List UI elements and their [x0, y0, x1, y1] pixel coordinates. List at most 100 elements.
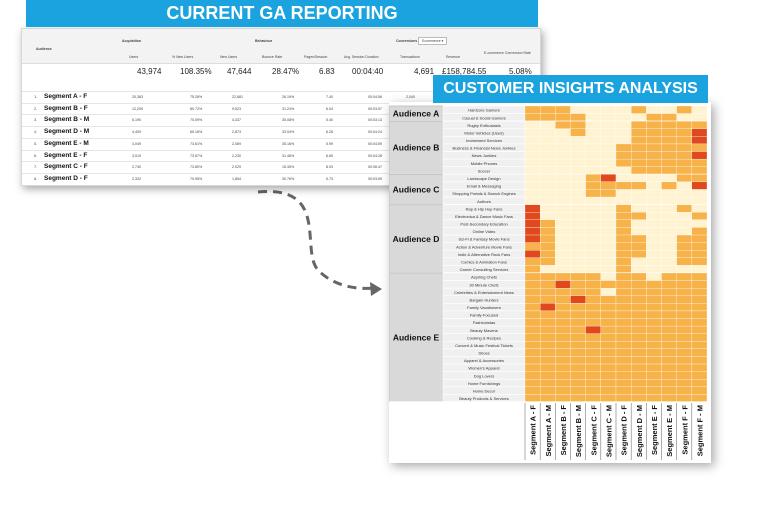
heatmap-cell: [615, 394, 632, 403]
heatmap-cell: [555, 166, 571, 175]
row-label: Family-Focused: [470, 313, 498, 318]
row-label: Home Decor: [473, 389, 496, 394]
heatmap-cell: [615, 265, 632, 274]
row-bounce-rate: 15.35%: [282, 165, 295, 170]
heatmap-cell: [631, 143, 647, 152]
heatmap-cell: [524, 341, 541, 350]
row-segment-name[interactable]: Segment B - F: [44, 104, 88, 112]
col-header-new-users-pct[interactable]: % New Users: [172, 55, 194, 59]
heatmap-cell: [646, 288, 662, 296]
row-users: 2,332: [132, 176, 141, 181]
heatmap-cell: [524, 295, 541, 304]
heatmap-cell: [524, 136, 541, 145]
heatmap-cell: [631, 196, 647, 205]
row-segment-name[interactable]: Segment C - F: [44, 163, 88, 171]
column-label: Segment A - M: [544, 405, 553, 457]
row-segment-name[interactable]: Segment D - F: [44, 174, 88, 182]
heatmap-cell: [570, 348, 586, 357]
col-header-revenue[interactable]: Revenue: [446, 55, 461, 59]
ga-table-row[interactable]: 5. Segment E - M 3,049 73.61% 2,069 35.16% 5.9…: [22, 137, 540, 151]
col-header-users[interactable]: Users: [129, 55, 139, 59]
col-header-avg-session-duration[interactable]: Avg. Session Duration: [344, 55, 379, 59]
heatmap-chart: Audience A Hardcore Gamers Casual & Social…: [389, 102, 711, 463]
heatmap-cell: [676, 394, 692, 403]
col-header-conversion-rate[interactable]: E-commerce Conversion Rate: [484, 51, 531, 55]
row-segment-name[interactable]: Segment E - F: [44, 151, 88, 159]
heatmap-cell: [555, 174, 571, 183]
ga-table-row[interactable]: 2. Segment B - F 12,209 80.72% 9,523 31.24% 6.…: [22, 102, 540, 116]
heatmap-cell: [600, 265, 617, 274]
row-label: Shoes: [478, 351, 489, 356]
ga-table-row[interactable]: 3. Segment B - M 6,190 70.09% 4,337 35.08% 5.4…: [22, 114, 540, 127]
row-segment-name[interactable]: Segment D - M: [44, 128, 90, 136]
heatmap-cell: [540, 257, 556, 266]
row-label: Online Video: [473, 229, 497, 234]
heatmap-cell: [691, 151, 708, 160]
heatmap-cell: [661, 303, 677, 312]
row-label: Home Furnishings: [468, 381, 500, 386]
heatmap-cell: [540, 250, 556, 258]
row-label: 30 Minute Chefs: [469, 282, 498, 287]
ga-table-row[interactable]: 6. Segment E - F 3,019 73.87% 2,230 31.46% 6.6…: [22, 149, 540, 163]
heatmap-cell: [631, 257, 647, 266]
heatmap-cell: [676, 341, 692, 350]
heatmap-cell: [585, 121, 601, 129]
heatmap-cell: [524, 121, 541, 129]
ga-table-row[interactable]: 8. Segment D - F 2,332 79.95% 1,854 30.76% 5.7…: [22, 172, 540, 185]
heatmap-cell: [631, 128, 647, 137]
heatmap-cell: [524, 394, 541, 403]
heatmap-cell: [570, 105, 586, 114]
row-pages-session: 8.93: [326, 165, 333, 170]
conversions-select[interactable]: Ecommerce ▾: [418, 37, 448, 45]
col-header-bounce-rate[interactable]: Bounce Rate: [262, 55, 283, 59]
heatmap-cell: [661, 280, 677, 289]
heatmap-cell: [646, 204, 662, 213]
row-segment-name[interactable]: Segment A - F: [44, 93, 88, 100]
heatmap-cell: [540, 128, 556, 137]
heatmap-cell: [615, 174, 632, 183]
heatmap-cell: [600, 242, 617, 251]
heatmap-cell: [691, 318, 708, 327]
col-header-new-users[interactable]: New Users: [220, 55, 238, 59]
ga-table-row[interactable]: 7. Segment C - F 2,740 73.80% 2,029 15.35% 8.9…: [22, 161, 540, 174]
heatmap-cell: [646, 181, 662, 190]
heatmap-cell: [661, 227, 677, 236]
ga-table-row[interactable]: 4. Segment D - M 4,409 65.16% 2,873 33.04% 6.2…: [22, 126, 540, 139]
heatmap-cell: [570, 158, 586, 167]
heatmap-cell: [600, 363, 617, 372]
audience-group-label: Audience D: [393, 234, 440, 244]
row-new-users: 1,854: [232, 176, 241, 181]
heatmap-cell: [524, 333, 541, 342]
heatmap-cell: [570, 219, 586, 228]
heatmap-cell: [540, 288, 556, 296]
heatmap-cell: [691, 333, 708, 342]
row-segment-name[interactable]: Segment E - M: [44, 139, 89, 147]
heatmap-cell: [570, 341, 586, 350]
heatmap-cell: [524, 143, 541, 152]
col-header-pages-session[interactable]: Pages/Session: [304, 55, 328, 59]
heatmap-cell: [646, 379, 662, 387]
col-header-transactions[interactable]: Transactions: [400, 55, 420, 59]
heatmap-cell: [676, 250, 692, 258]
heatmap-cell: [600, 174, 617, 183]
heatmap-cell: [600, 219, 617, 228]
heatmap-cell: [585, 371, 601, 380]
heatmap-cell: [570, 333, 586, 342]
heatmap-cell: [585, 181, 601, 190]
heatmap-cell: [570, 318, 586, 327]
heatmap-cell: [600, 181, 617, 190]
heatmap-cell: [691, 280, 708, 289]
row-index: 3.: [34, 117, 38, 123]
heatmap-cell: [540, 136, 556, 145]
heatmap-cell: [585, 303, 601, 312]
heatmap-cell: [570, 151, 586, 160]
heatmap-cell: [646, 113, 662, 122]
heatmap-cell: [661, 333, 677, 342]
heatmap-cell: [524, 257, 541, 266]
heatmap-cell: [600, 166, 617, 175]
ga-table-row[interactable]: 1. Segment A - F 20,383 75.28% 22,881 26.19% 7…: [22, 91, 540, 104]
heatmap-cell: [600, 356, 617, 365]
heatmap-cell: [615, 257, 632, 266]
row-segment-name[interactable]: Segment B - M: [44, 116, 90, 124]
